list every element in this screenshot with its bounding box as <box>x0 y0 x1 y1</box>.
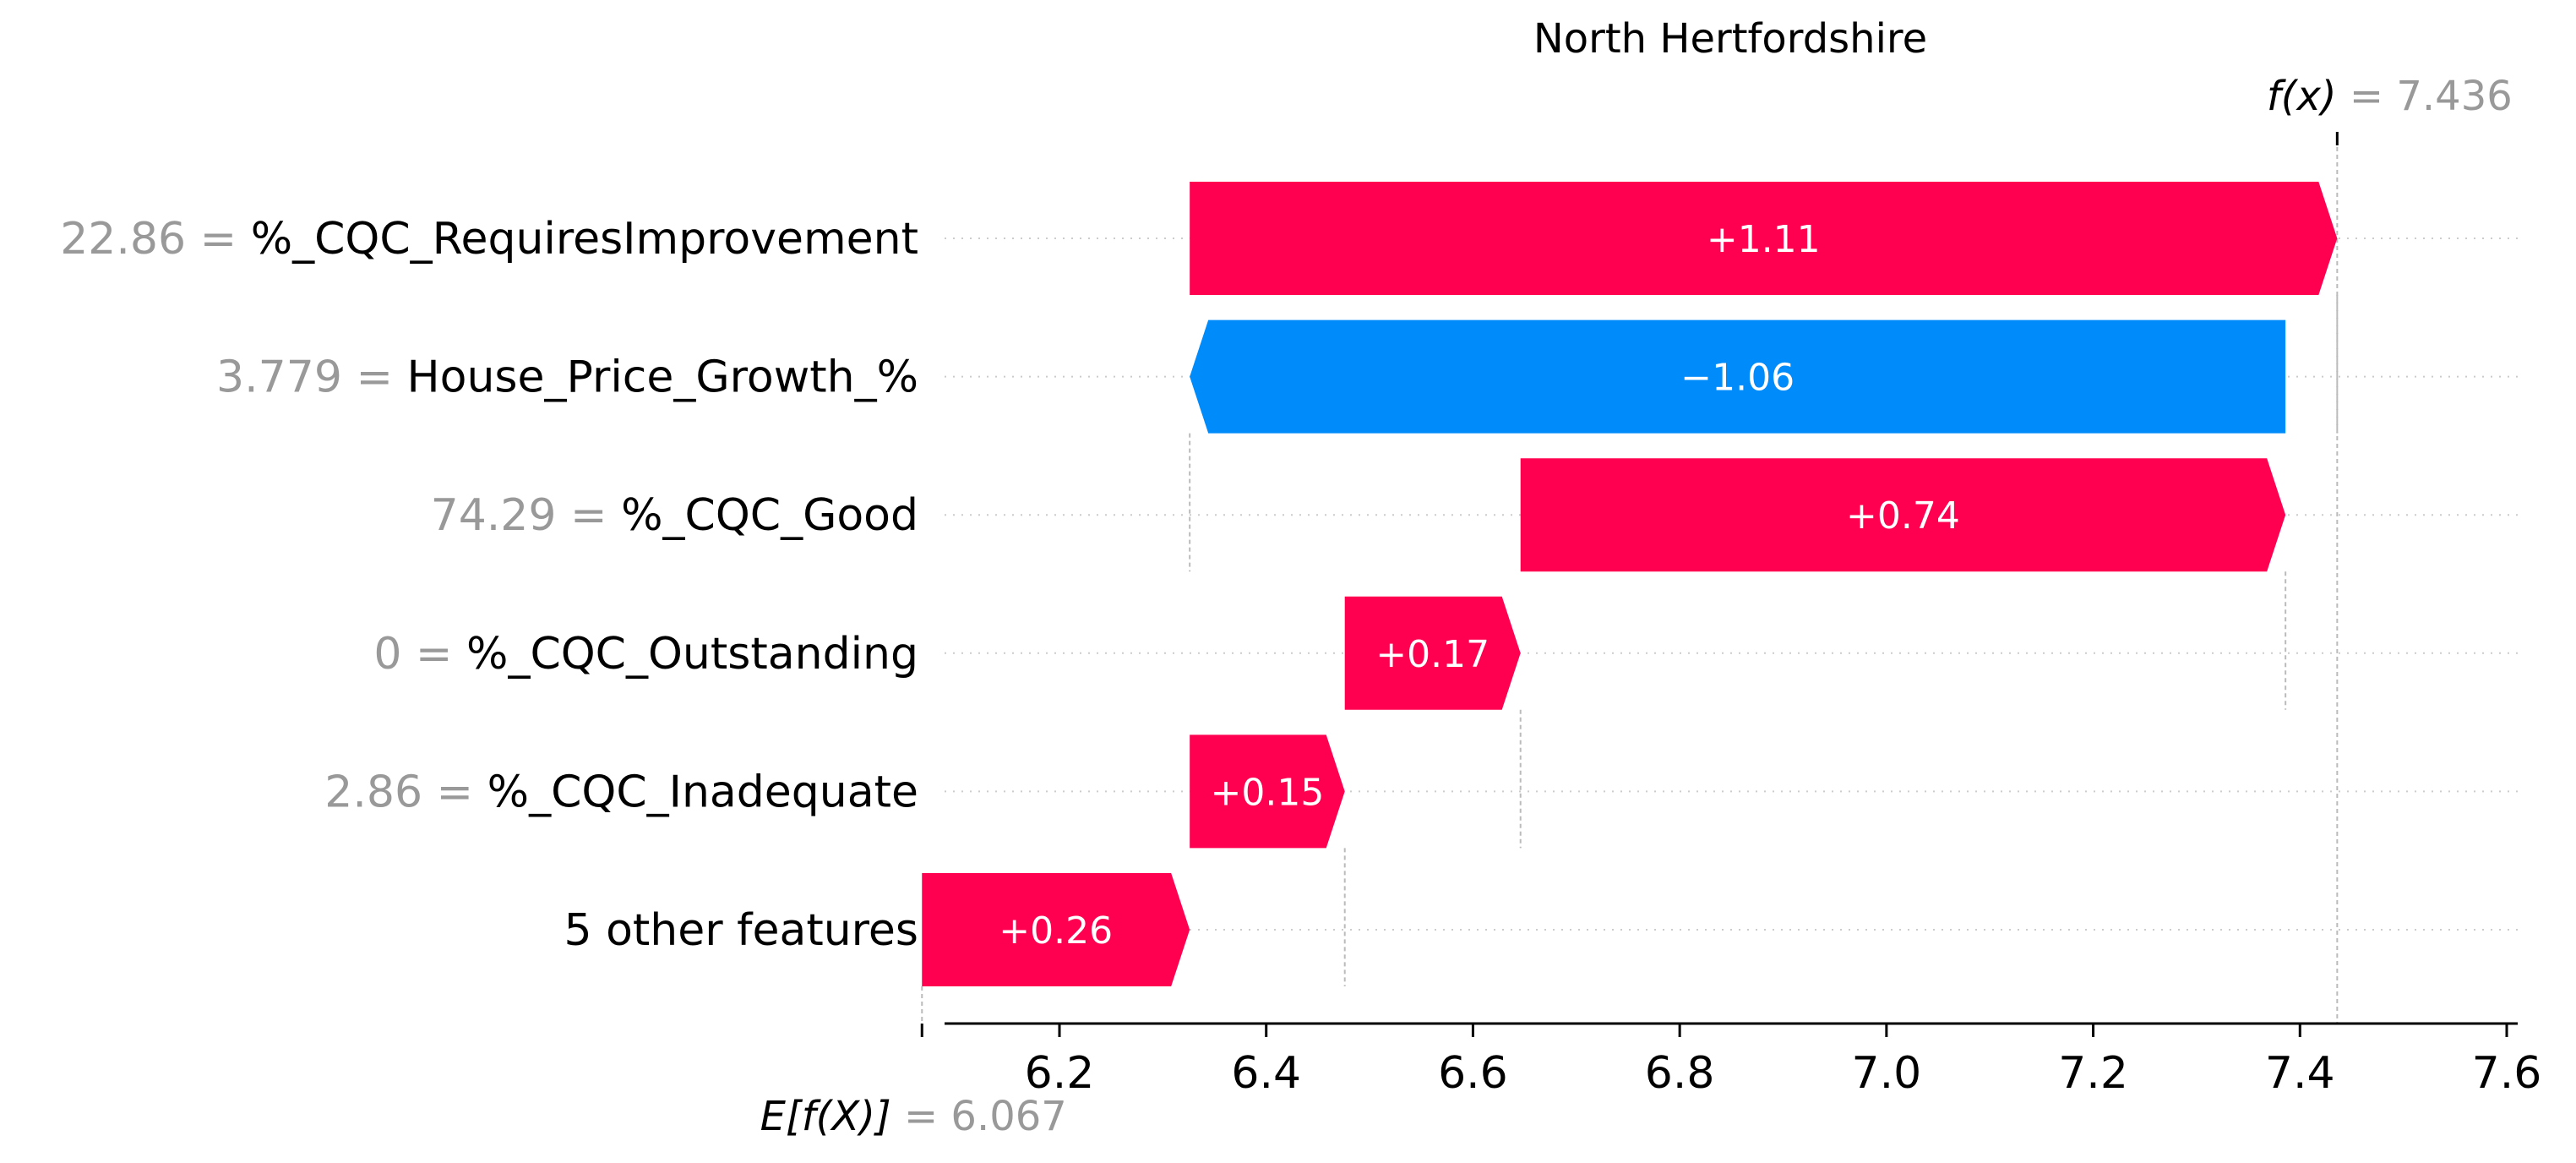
feature-label-3: 0 = %_CQC_Outstanding <box>373 629 918 680</box>
feature-label-4: 2.86 = %_CQC_Inadequate <box>324 767 918 817</box>
bar-value-label-4: +0.15 <box>1211 771 1325 814</box>
feature-name: %_CQC_Good <box>621 490 918 541</box>
output-value-prefix: f(x) <box>2267 73 2337 120</box>
waterfall-bar-5 <box>922 873 1190 986</box>
output-value-number: = 7.436 <box>2337 73 2513 120</box>
x-tick-label-3: 6.8 <box>1645 1048 1715 1099</box>
bar-value-label-0: +1.11 <box>1707 218 1821 261</box>
bar-value-label-5: +0.26 <box>999 909 1113 953</box>
x-tick-label-0: 6.2 <box>1025 1048 1095 1099</box>
bar-value-label-2: +0.74 <box>1846 494 1960 538</box>
output-value-label: f(x) = 7.436 <box>2267 73 2513 120</box>
waterfall-bar-1 <box>1190 319 2286 434</box>
waterfall-bar-0 <box>1190 182 2338 295</box>
feature-name: 5 other features <box>564 905 918 956</box>
feature-label-0: 22.86 = %_CQC_RequiresImprovement <box>60 214 918 265</box>
waterfall-bar-2 <box>1520 458 2286 572</box>
waterfall-bar-4 <box>1190 734 1345 849</box>
feature-value: 74.29 = <box>431 490 622 541</box>
base-value-number: = 6.067 <box>891 1093 1067 1140</box>
feature-name: %_CQC_Inadequate <box>487 767 918 817</box>
bar-value-label-3: +0.17 <box>1375 633 1490 676</box>
x-tick-label-1: 6.4 <box>1231 1048 1301 1099</box>
feature-value: 2.86 = <box>324 767 487 817</box>
chart-title: North Hertfordshire <box>1533 15 1927 63</box>
feature-name: %_CQC_RequiresImprovement <box>251 214 918 265</box>
feature-label-1: 3.779 = House_Price_Growth_% <box>216 352 918 403</box>
feature-name: House_Price_Growth_% <box>407 352 918 403</box>
feature-value: 3.779 = <box>216 352 407 403</box>
x-tick-label-5: 7.2 <box>2058 1048 2128 1099</box>
feature-label-2: 74.29 = %_CQC_Good <box>431 490 918 541</box>
feature-label-5: 5 other features <box>564 905 918 956</box>
x-tick-label-2: 6.6 <box>1438 1048 1508 1099</box>
x-tick-label-6: 7.4 <box>2265 1048 2335 1099</box>
feature-name: %_CQC_Outstanding <box>466 629 918 680</box>
waterfall-bar-3 <box>1344 596 1521 710</box>
feature-value: 0 = <box>373 629 466 680</box>
feature-value: 22.86 = <box>60 214 251 265</box>
base-value-label: E[f(X)] = 6.067 <box>760 1093 1067 1140</box>
bar-value-label-1: −1.06 <box>1680 357 1794 400</box>
x-tick-label-4: 7.0 <box>1852 1048 1922 1099</box>
base-value-prefix: E[f(X)] <box>760 1093 891 1140</box>
x-tick-label-7: 7.6 <box>2472 1048 2542 1099</box>
